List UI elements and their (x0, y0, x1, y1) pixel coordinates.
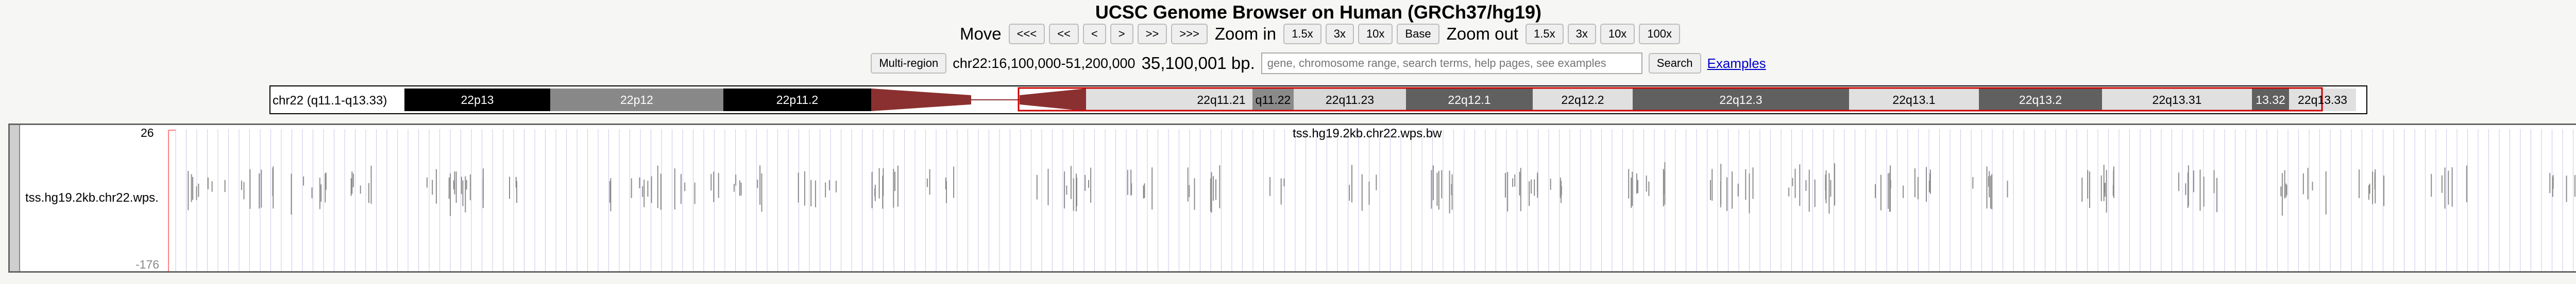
page-title: UCSC Genome Browser on Human (GRCh37/hg1… (1095, 2, 1542, 23)
ideogram-band-label: 22q13.1 (1892, 93, 1935, 106)
move-right-small-button[interactable]: > (1110, 24, 1133, 44)
zoom-in-10x-button[interactable]: 10x (1358, 24, 1393, 44)
ideogram-band-label: 22q13.2 (2019, 93, 2062, 106)
multi-region-button[interactable]: Multi-region (871, 53, 947, 74)
centromere-q-arm (1020, 88, 1086, 111)
ideogram-band[interactable] (2252, 88, 2289, 111)
ideogram-band[interactable] (1633, 88, 1849, 111)
current-view-highlight (1018, 87, 2323, 112)
track-name-label[interactable]: tss.hg19.2kb.chr22.wps. (25, 191, 159, 205)
zoom-out-label: Zoom out (1446, 24, 1518, 43)
navigation-bar: Move <<< << < > >> >>> Zoom in 1.5x 3x 1… (0, 23, 2576, 45)
ideogram-band-label: 22p11.2 (776, 93, 818, 106)
ideogram-band-label: 22q13.31 (2153, 93, 2202, 106)
ideogram-band-label: 22q12.1 (1448, 93, 1490, 106)
ideogram-band[interactable] (2102, 88, 2252, 111)
ideogram-band[interactable] (550, 88, 723, 111)
ideogram-band[interactable] (1533, 88, 1633, 111)
position-coordinates[interactable]: chr22:16,100,000-51,200,000 (953, 55, 1136, 71)
ideogram-band-label: 22q11.21 (1197, 93, 1245, 106)
track-panel[interactable]: tss.hg19.2kb.chr22.wps. 26 -176 tss.hg19… (8, 123, 2576, 273)
ideogram-band-label: 22q12.3 (1719, 93, 1762, 106)
move-right-far-button[interactable]: >>> (1171, 24, 1208, 44)
ideogram-band-label: 22p13 (461, 93, 494, 106)
move-left-medium-button[interactable]: << (1049, 24, 1079, 44)
move-left-far-button[interactable]: <<< (1008, 24, 1045, 44)
ideogram-band[interactable] (1849, 88, 1979, 111)
chromosome-ideogram[interactable]: 22p13 22p12 22p11.2 22q11.21 q11.22 22q11.23 2… (269, 85, 2367, 114)
zoom-in-label: Zoom in (1214, 24, 1277, 43)
ideogram-band-label: 22q12.2 (1561, 93, 1604, 106)
region-size: 35,100,001 bp. (1141, 54, 1255, 73)
ideogram-band-label: q11.22 (1256, 93, 1291, 106)
zoom-out-3x-button[interactable]: 3x (1567, 24, 1596, 44)
ideogram-band-label: 13.32 (2256, 93, 2285, 106)
zoom-out-10x-button[interactable]: 10x (1600, 24, 1635, 44)
signal-track[interactable] (10, 125, 2576, 271)
ideogram-band[interactable] (723, 88, 871, 111)
y-axis-min: -176 (135, 258, 160, 271)
zoom-in-1.5x-button[interactable]: 1.5x (1283, 24, 1321, 44)
y-axis-max: 26 (141, 126, 154, 139)
zoom-out-1.5x-button[interactable]: 1.5x (1525, 24, 1564, 44)
ideogram-band[interactable] (1252, 88, 1294, 111)
zoom-in-base-button[interactable]: Base (1397, 24, 1439, 44)
ideogram-band-label: 22q13.33 (2298, 93, 2347, 106)
ideogram-graphic: 22p13 22p12 22p11.2 22q11.21 q11.22 22q11.23 2… (404, 87, 2356, 112)
track-drag-handle[interactable] (10, 125, 20, 271)
ideogram-band[interactable] (1294, 88, 1406, 111)
ideogram-band-label: 22q11.23 (1326, 93, 1374, 106)
move-label: Move (959, 24, 1002, 43)
move-left-small-button[interactable]: < (1082, 24, 1106, 44)
search-input[interactable] (1261, 52, 1642, 74)
chromosome-label: chr22 (q11.1-q13.33) (273, 94, 387, 108)
search-button[interactable]: Search (1648, 53, 1701, 74)
move-right-medium-button[interactable]: >> (1137, 24, 1167, 44)
zoom-out-100x-button[interactable]: 100x (1639, 24, 1681, 44)
ideogram-band[interactable] (1406, 88, 1533, 111)
position-bar: Multi-region chr22:16,100,000-51,200,000… (0, 52, 2576, 74)
track-title: tss.hg19.2kb.chr22.wps.bw (1293, 127, 1442, 140)
zoom-in-3x-button[interactable]: 3x (1325, 24, 1354, 44)
examples-link[interactable]: Examples (1707, 55, 1766, 71)
ideogram-band[interactable] (404, 88, 550, 111)
ideogram-band-label: 22p12 (620, 93, 653, 106)
centromere-p-arm (871, 88, 971, 111)
ideogram-band[interactable] (1979, 88, 2102, 111)
